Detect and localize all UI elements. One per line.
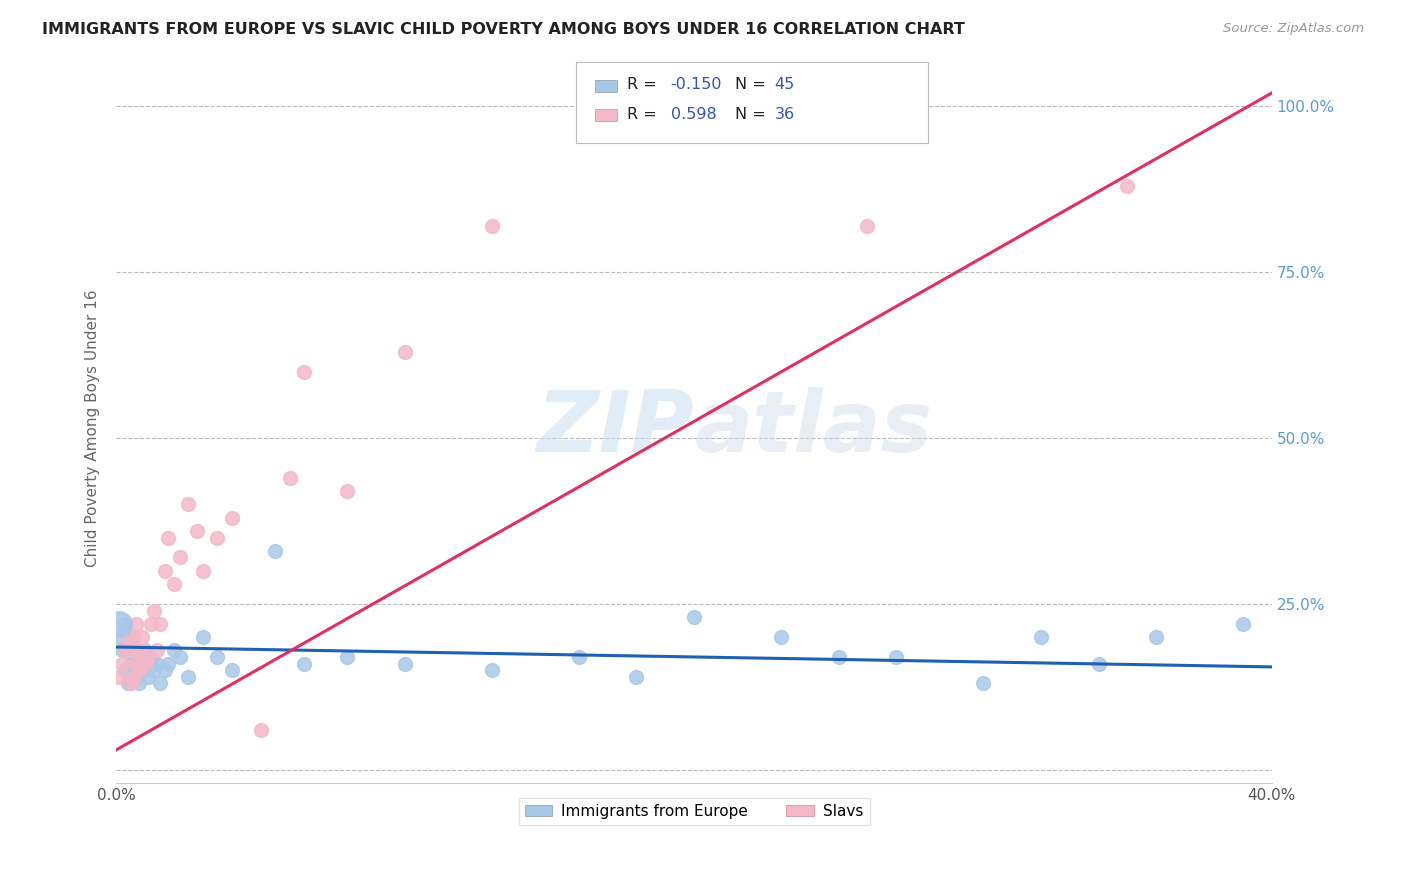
Point bbox=[769, 630, 792, 644]
Point bbox=[683, 610, 706, 624]
Point bbox=[120, 643, 142, 657]
Point bbox=[856, 219, 879, 233]
Point bbox=[169, 550, 191, 565]
Text: -0.150: -0.150 bbox=[671, 78, 723, 92]
Point bbox=[120, 676, 142, 690]
Point bbox=[278, 471, 301, 485]
Point bbox=[1116, 178, 1139, 193]
Point bbox=[125, 657, 148, 671]
Point bbox=[1087, 657, 1109, 671]
Point bbox=[134, 657, 156, 671]
Point bbox=[157, 657, 180, 671]
Point bbox=[394, 657, 416, 671]
Point bbox=[131, 663, 153, 677]
Point bbox=[120, 657, 142, 671]
Point bbox=[117, 643, 139, 657]
Point bbox=[145, 643, 167, 657]
Point bbox=[336, 649, 359, 664]
Text: N =: N = bbox=[735, 78, 766, 92]
Point bbox=[114, 643, 136, 657]
Point bbox=[136, 649, 159, 664]
Point bbox=[292, 365, 315, 379]
Point bbox=[134, 657, 156, 671]
Point bbox=[122, 670, 145, 684]
Text: 45: 45 bbox=[775, 78, 794, 92]
Point bbox=[125, 616, 148, 631]
Point bbox=[136, 670, 159, 684]
Point bbox=[191, 630, 214, 644]
Point bbox=[972, 676, 994, 690]
Point bbox=[827, 649, 849, 664]
Y-axis label: Child Poverty Among Boys Under 16: Child Poverty Among Boys Under 16 bbox=[86, 289, 100, 566]
Text: R =: R = bbox=[627, 107, 657, 121]
Point bbox=[145, 657, 167, 671]
Point bbox=[191, 564, 214, 578]
Point bbox=[108, 616, 131, 631]
Point bbox=[207, 531, 229, 545]
Point bbox=[264, 543, 287, 558]
Point bbox=[128, 663, 150, 677]
Point bbox=[163, 577, 186, 591]
Point bbox=[142, 663, 165, 677]
Point bbox=[149, 616, 172, 631]
Text: ZIP: ZIP bbox=[537, 386, 695, 469]
Point bbox=[186, 524, 208, 538]
Text: 36: 36 bbox=[775, 107, 794, 121]
Text: IMMIGRANTS FROM EUROPE VS SLAVIC CHILD POVERTY AMONG BOYS UNDER 16 CORRELATION C: IMMIGRANTS FROM EUROPE VS SLAVIC CHILD P… bbox=[42, 22, 965, 37]
Point bbox=[1232, 616, 1254, 631]
Point bbox=[128, 657, 150, 671]
Point bbox=[122, 643, 145, 657]
Point bbox=[111, 657, 134, 671]
Text: 0.598: 0.598 bbox=[671, 107, 717, 121]
Point bbox=[155, 564, 177, 578]
Point bbox=[249, 723, 271, 737]
Point bbox=[177, 670, 200, 684]
Point bbox=[481, 219, 503, 233]
Point bbox=[108, 670, 131, 684]
Point bbox=[142, 603, 165, 617]
Point bbox=[221, 510, 243, 524]
Text: N =: N = bbox=[735, 107, 766, 121]
Point bbox=[111, 643, 134, 657]
Point bbox=[120, 630, 142, 644]
Point bbox=[125, 670, 148, 684]
Point bbox=[207, 649, 229, 664]
Point bbox=[163, 643, 186, 657]
Point bbox=[626, 670, 648, 684]
Point bbox=[336, 484, 359, 499]
Point bbox=[177, 497, 200, 511]
Text: Source: ZipAtlas.com: Source: ZipAtlas.com bbox=[1223, 22, 1364, 36]
Point bbox=[108, 630, 131, 644]
Point bbox=[114, 616, 136, 631]
Point bbox=[292, 657, 315, 671]
Point bbox=[128, 643, 150, 657]
Point bbox=[1144, 630, 1167, 644]
Point bbox=[481, 663, 503, 677]
Point bbox=[155, 663, 177, 677]
Point bbox=[117, 630, 139, 644]
Point bbox=[122, 630, 145, 644]
Point bbox=[128, 676, 150, 690]
Point bbox=[117, 676, 139, 690]
Point bbox=[134, 643, 156, 657]
Point bbox=[114, 663, 136, 677]
Point bbox=[169, 649, 191, 664]
Point bbox=[125, 649, 148, 664]
Point bbox=[1029, 630, 1052, 644]
Point bbox=[149, 676, 172, 690]
Text: R =: R = bbox=[627, 78, 657, 92]
Point bbox=[567, 649, 589, 664]
Point bbox=[139, 616, 162, 631]
Point bbox=[131, 630, 153, 644]
Point bbox=[157, 531, 180, 545]
Point bbox=[884, 649, 907, 664]
Text: atlas: atlas bbox=[695, 386, 932, 469]
Point bbox=[394, 344, 416, 359]
Point bbox=[139, 649, 162, 664]
Legend: Immigrants from Europe, Slavs: Immigrants from Europe, Slavs bbox=[519, 797, 869, 825]
Point bbox=[221, 663, 243, 677]
